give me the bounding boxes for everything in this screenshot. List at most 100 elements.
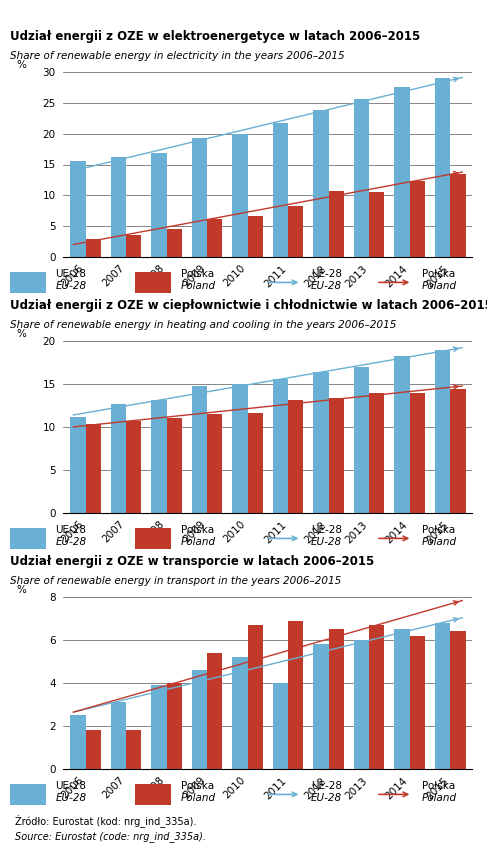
Bar (111, 404, 126, 513)
Bar (394, 88, 410, 257)
Text: Polska: Polska (181, 269, 214, 279)
Bar (313, 644, 329, 769)
Bar (207, 219, 223, 257)
Bar (70, 162, 86, 257)
Bar (313, 372, 329, 513)
Bar (111, 702, 126, 769)
Bar (86, 424, 101, 513)
Text: UE-28: UE-28 (56, 781, 87, 790)
Text: EU-28: EU-28 (56, 536, 87, 547)
Text: Poland: Poland (422, 280, 457, 291)
Bar (354, 640, 369, 769)
Bar (232, 384, 247, 513)
Text: Poland: Poland (181, 792, 216, 802)
Bar (288, 207, 303, 257)
Bar (369, 191, 385, 257)
Text: Polska: Polska (422, 269, 455, 279)
Text: EU-28: EU-28 (311, 792, 342, 802)
Bar (247, 625, 263, 769)
Bar (207, 414, 223, 513)
Bar (354, 99, 369, 257)
Bar (410, 393, 425, 513)
Text: %: % (16, 586, 26, 595)
Text: Share of renewable energy in transport in the years 2006–2015: Share of renewable energy in transport i… (10, 576, 341, 586)
Bar (70, 416, 86, 513)
Bar (192, 386, 207, 513)
Bar (369, 394, 385, 513)
Bar (369, 625, 385, 769)
Bar (126, 421, 142, 513)
Bar (394, 629, 410, 769)
Bar (354, 367, 369, 513)
Bar (450, 389, 466, 513)
FancyBboxPatch shape (135, 272, 171, 292)
Text: UE-28: UE-28 (311, 781, 342, 790)
Bar (167, 683, 182, 769)
FancyBboxPatch shape (10, 528, 46, 549)
Text: Udział energii z OZE w ciepłownictwie i chłodnictwie w latach 2006–2015: Udział energii z OZE w ciepłownictwie i … (10, 299, 487, 312)
Text: UE-28: UE-28 (311, 269, 342, 279)
Bar (126, 235, 142, 257)
Bar (126, 730, 142, 769)
Bar (247, 413, 263, 513)
Bar (450, 632, 466, 769)
Bar (288, 620, 303, 769)
Text: %: % (16, 329, 26, 339)
Bar (167, 418, 182, 513)
Bar (207, 653, 223, 769)
Bar (329, 629, 344, 769)
Bar (329, 398, 344, 513)
Bar (192, 670, 207, 769)
Text: Żródło: Eurostat (kod: nrg_ind_335a).: Żródło: Eurostat (kod: nrg_ind_335a). (15, 815, 196, 828)
Bar (232, 657, 247, 769)
Bar (329, 191, 344, 257)
Text: Poland: Poland (181, 280, 216, 291)
Text: Polska: Polska (181, 781, 214, 790)
Bar (273, 683, 288, 769)
Bar (151, 153, 167, 257)
Text: EU-28: EU-28 (311, 536, 342, 547)
Text: Polska: Polska (422, 524, 455, 535)
FancyBboxPatch shape (10, 272, 46, 292)
Bar (70, 715, 86, 769)
Bar (288, 400, 303, 513)
Bar (86, 239, 101, 257)
Text: Polska: Polska (181, 524, 214, 535)
Bar (232, 133, 247, 257)
Bar (450, 174, 466, 257)
Text: Share of renewable energy in heating and cooling in the years 2006–2015: Share of renewable energy in heating and… (10, 320, 396, 330)
Bar (167, 230, 182, 257)
FancyBboxPatch shape (10, 784, 46, 805)
Bar (151, 685, 167, 769)
Text: Udział energii z OZE w transporcie w latach 2006–2015: Udział energii z OZE w transporcie w lat… (10, 555, 374, 568)
Text: UE-28: UE-28 (311, 524, 342, 535)
Text: EU-28: EU-28 (311, 280, 342, 291)
Bar (247, 216, 263, 257)
Text: EU-28: EU-28 (56, 792, 87, 802)
Text: %: % (16, 60, 26, 71)
Text: Source: Eurostat (code: nrg_ind_335a).: Source: Eurostat (code: nrg_ind_335a). (15, 831, 206, 842)
Bar (394, 355, 410, 513)
Bar (410, 636, 425, 769)
Text: UE-28: UE-28 (56, 269, 87, 279)
FancyBboxPatch shape (135, 528, 171, 549)
Bar (273, 379, 288, 513)
Bar (410, 180, 425, 257)
Text: Udział energii z OZE w elektroenergetyce w latach 2006–2015: Udział energii z OZE w elektroenergetyce… (10, 30, 420, 43)
Bar (435, 623, 450, 769)
Bar (151, 400, 167, 513)
Bar (435, 78, 450, 257)
Bar (313, 110, 329, 257)
Text: EU-28: EU-28 (56, 280, 87, 291)
Text: Poland: Poland (181, 536, 216, 547)
Bar (435, 349, 450, 513)
Text: Share of renewable energy in electricity in the years 2006–2015: Share of renewable energy in electricity… (10, 51, 344, 61)
Bar (192, 138, 207, 257)
Text: Poland: Poland (422, 536, 457, 547)
Bar (86, 730, 101, 769)
FancyBboxPatch shape (135, 784, 171, 805)
Bar (273, 123, 288, 257)
Text: Polska: Polska (422, 781, 455, 790)
Text: Poland: Poland (422, 792, 457, 802)
Text: UE-28: UE-28 (56, 524, 87, 535)
